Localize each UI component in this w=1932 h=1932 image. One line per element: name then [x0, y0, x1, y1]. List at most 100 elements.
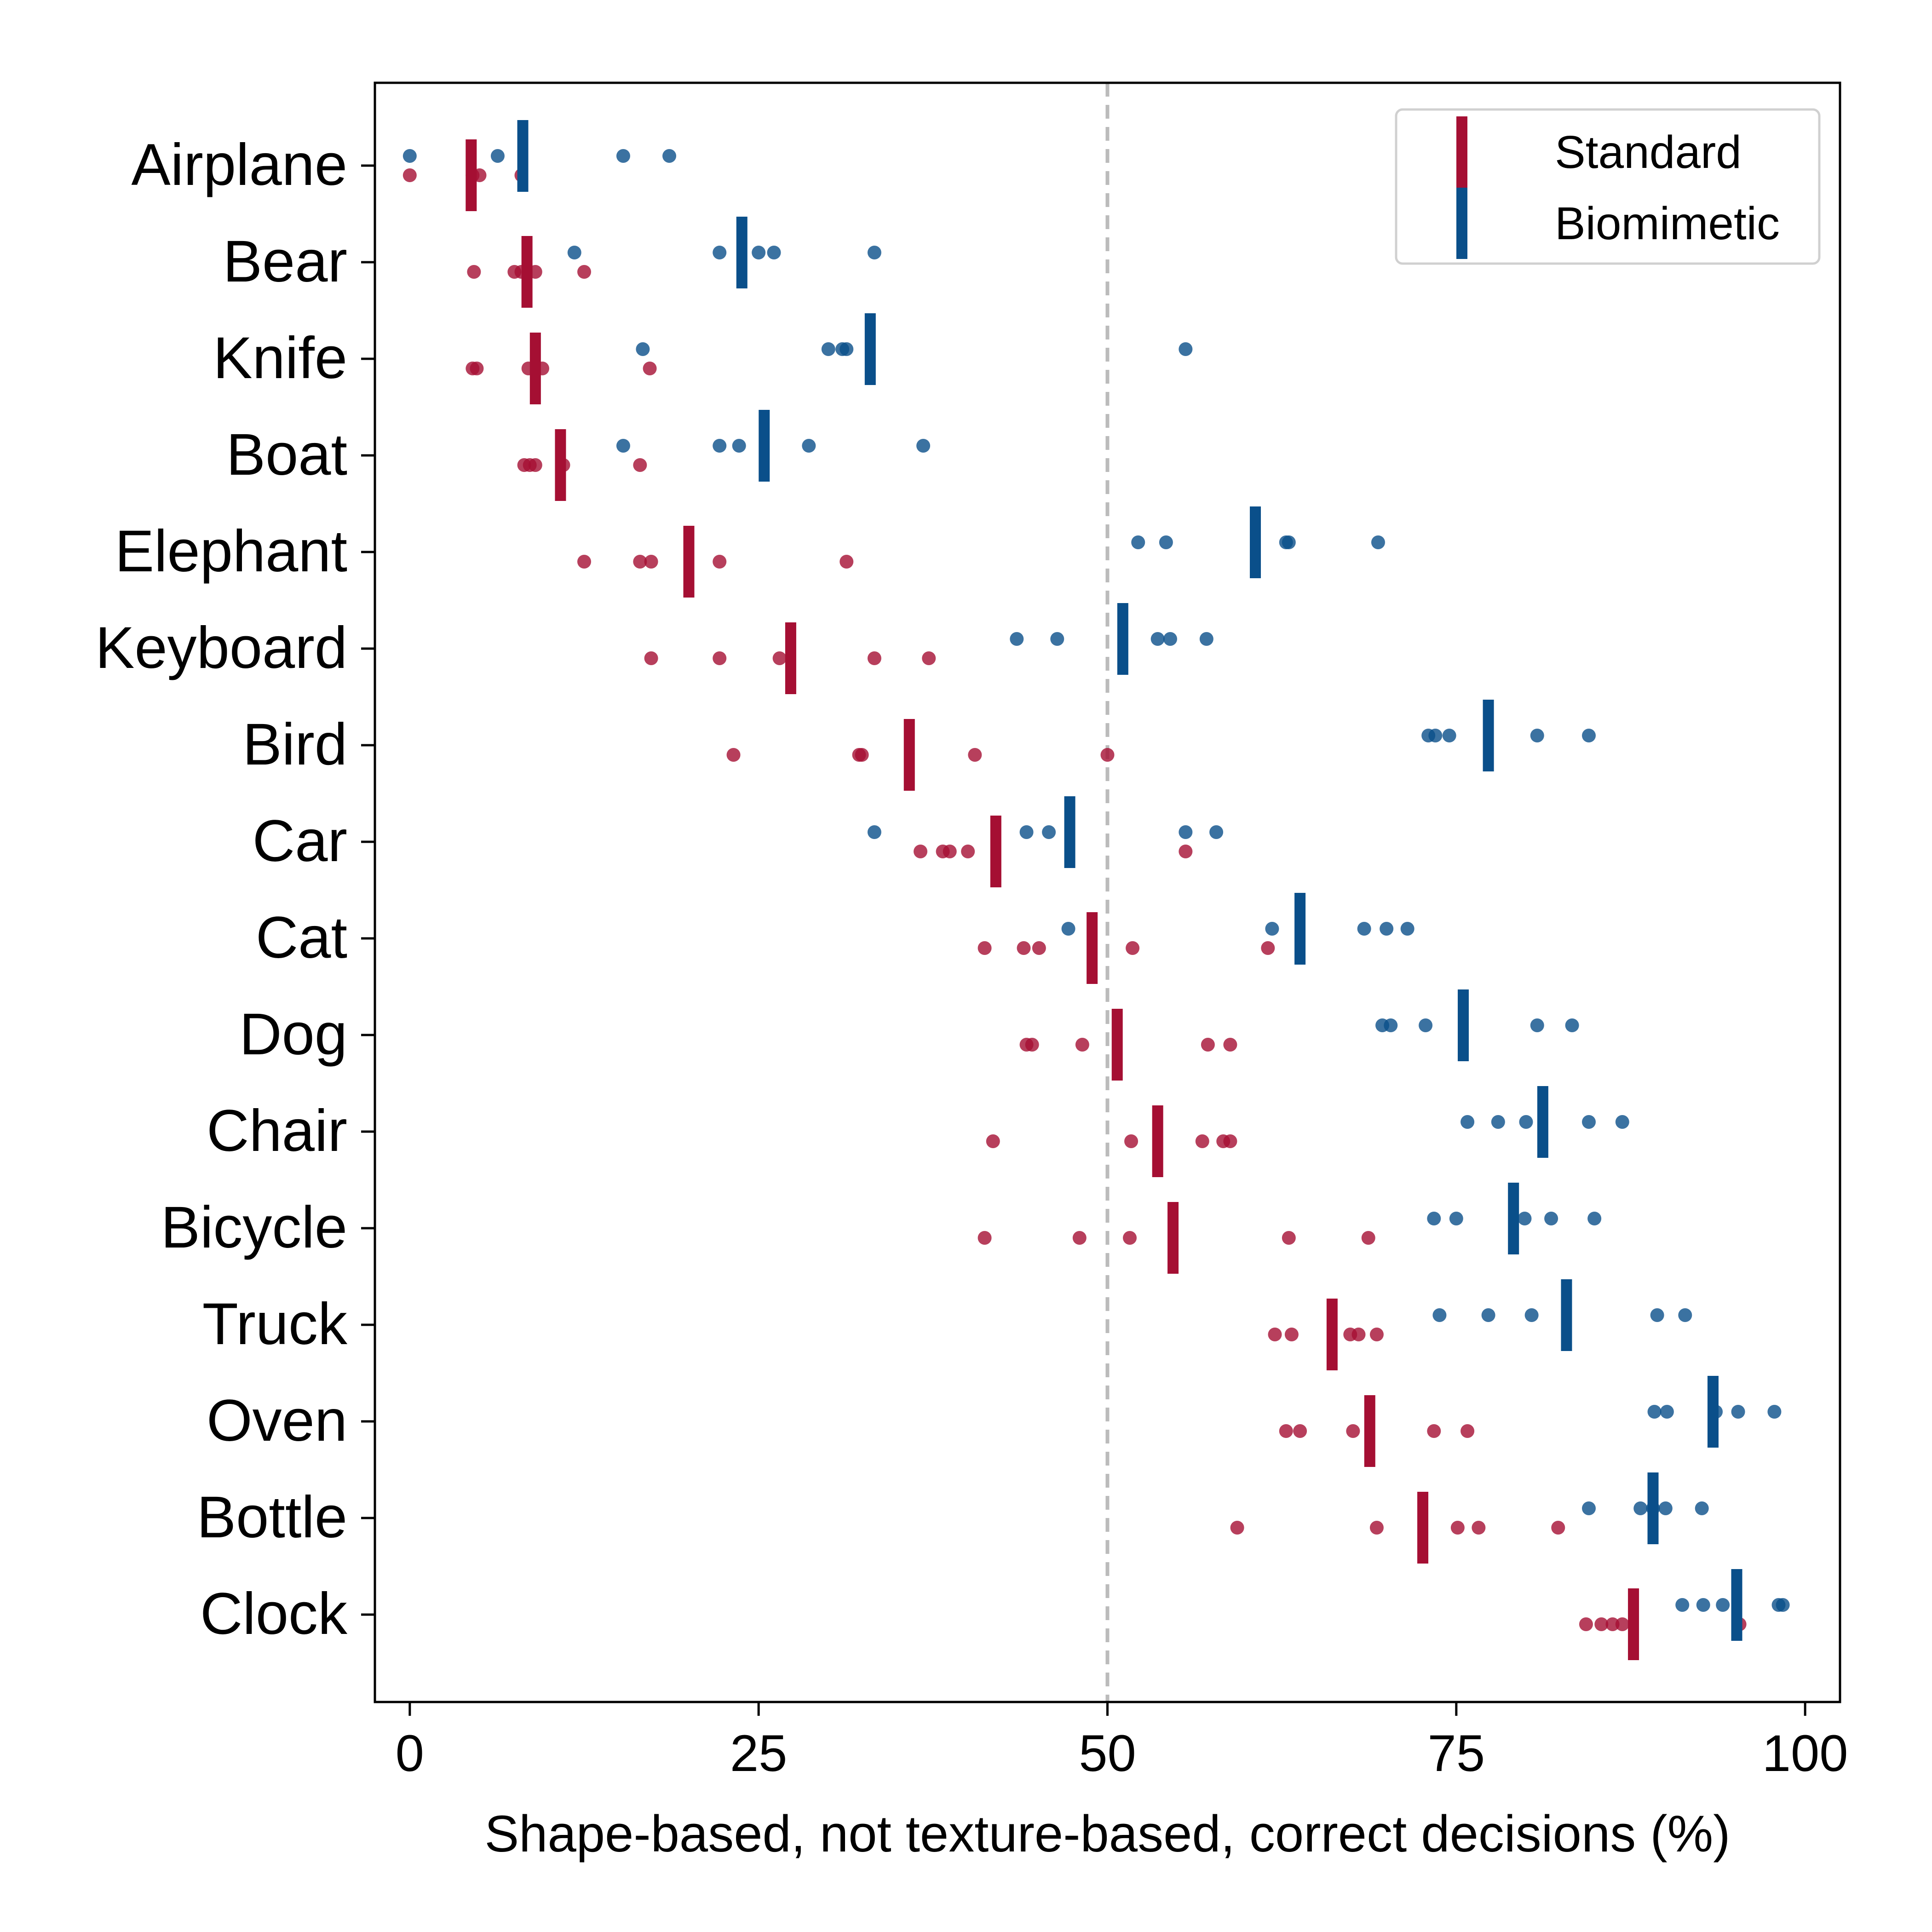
legend-box — [1395, 108, 1821, 265]
category-label: Boat — [226, 422, 347, 488]
standard-point — [633, 555, 647, 569]
biomimetic-point — [1530, 729, 1544, 742]
biomimetic-mean-marker — [759, 410, 770, 482]
biomimetic-point — [1650, 1308, 1664, 1322]
standard-point — [914, 845, 928, 858]
biomimetic-point — [1675, 1598, 1690, 1612]
standard-point — [1123, 1231, 1137, 1245]
standard-point — [1369, 1521, 1384, 1535]
standard-point — [1594, 1617, 1609, 1631]
standard-mean-marker — [683, 526, 695, 598]
standard-point — [855, 748, 869, 762]
legend-label-standard: Standard — [1555, 126, 1742, 178]
standard-point — [402, 168, 417, 182]
biomimetic-point — [1544, 1212, 1558, 1225]
biomimetic-point — [1199, 632, 1213, 646]
standard-point — [1223, 1134, 1237, 1148]
standard-point — [470, 362, 484, 375]
biomimetic-point — [636, 342, 650, 356]
biomimetic-mean-marker — [736, 217, 748, 288]
biomimetic-point — [1131, 535, 1145, 549]
standard-point — [1261, 941, 1275, 955]
biomimetic-point — [713, 439, 727, 453]
biomimetic-point — [1042, 825, 1056, 839]
category-label: Bird — [242, 712, 347, 777]
standard-point — [922, 651, 936, 665]
standard-point — [1427, 1424, 1441, 1438]
biomimetic-point — [1432, 1308, 1447, 1322]
biomimetic-point — [1582, 729, 1596, 742]
standard-point — [978, 1231, 992, 1245]
biomimetic-mean-marker — [1561, 1279, 1572, 1351]
biomimetic-point — [1565, 1018, 1579, 1032]
standard-point — [1460, 1424, 1475, 1438]
standard-mean-marker — [785, 622, 796, 694]
standard-point — [1100, 748, 1115, 762]
standard-point — [968, 748, 982, 762]
legend-swatch-biomimetic — [1456, 188, 1467, 259]
biomimetic-point — [1518, 1212, 1532, 1225]
standard-point — [644, 651, 658, 665]
category-label: Knife — [213, 325, 347, 391]
standard-point — [1072, 1231, 1087, 1245]
standard-point — [867, 651, 881, 665]
standard-mean-marker — [903, 719, 915, 791]
standard-mean-marker — [1628, 1588, 1639, 1660]
category-label: Elephant — [115, 518, 347, 584]
category-label: Chair — [207, 1098, 347, 1164]
standard-mean-marker — [555, 429, 566, 501]
standard-mean-marker — [990, 816, 1001, 887]
standard-point — [643, 362, 657, 375]
standard-point — [1605, 1617, 1620, 1631]
biomimetic-mean-marker — [1117, 603, 1128, 675]
category-label: Oven — [207, 1388, 347, 1454]
standard-point — [1223, 1038, 1237, 1052]
standard-point — [713, 555, 727, 569]
category-label: Bear — [223, 229, 347, 294]
biomimetic-point — [662, 149, 677, 163]
standard-point — [1126, 941, 1140, 955]
standard-mean-marker — [521, 236, 533, 308]
biomimetic-point — [616, 149, 630, 163]
standard-point — [1284, 1328, 1299, 1341]
biomimetic-mean-marker — [1294, 893, 1306, 965]
standard-point — [1279, 1424, 1293, 1438]
biomimetic-mean-marker — [1458, 989, 1469, 1061]
biomimetic-point — [1767, 1405, 1782, 1419]
biomimetic-point — [1150, 632, 1165, 646]
biomimetic-mean-marker — [1647, 1472, 1659, 1544]
biomimetic-point — [1427, 1212, 1441, 1225]
standard-point — [1124, 1134, 1138, 1148]
biomimetic-point — [732, 439, 746, 453]
biomimetic-mean-marker — [864, 313, 876, 385]
standard-mean-marker — [1326, 1299, 1338, 1370]
biomimetic-mean-marker — [1508, 1183, 1519, 1254]
category-label: Clock — [200, 1581, 348, 1647]
biomimetic-mean-marker — [1064, 796, 1075, 868]
x-axis-label: Shape-based, not texture-based, correct … — [484, 1805, 1730, 1863]
biomimetic-point — [840, 342, 854, 356]
biomimetic-point — [1371, 535, 1385, 549]
biomimetic-point — [616, 439, 630, 453]
standard-mean-marker — [466, 139, 477, 211]
legend: Standard Biomimetic — [1395, 108, 1821, 265]
biomimetic-point — [490, 149, 505, 163]
category-label: Dog — [239, 1001, 347, 1067]
biomimetic-mean-marker — [517, 120, 529, 192]
biomimetic-point — [713, 246, 727, 259]
standard-point — [1179, 845, 1193, 858]
standard-point — [1579, 1617, 1593, 1631]
standard-mean-marker — [1087, 912, 1098, 984]
category-label: Bottle — [197, 1484, 347, 1550]
biomimetic-point — [1061, 922, 1075, 936]
standard-point — [772, 651, 787, 665]
standard-point — [1346, 1424, 1360, 1438]
biomimetic-point — [567, 246, 581, 259]
biomimetic-mean-marker — [1537, 1086, 1548, 1158]
category-label: Airplane — [131, 132, 347, 198]
standard-point — [978, 941, 992, 955]
biomimetic-point — [402, 149, 417, 163]
category-label: Car — [253, 808, 347, 874]
biomimetic-point — [1357, 922, 1371, 936]
standard-point — [1615, 1617, 1629, 1631]
